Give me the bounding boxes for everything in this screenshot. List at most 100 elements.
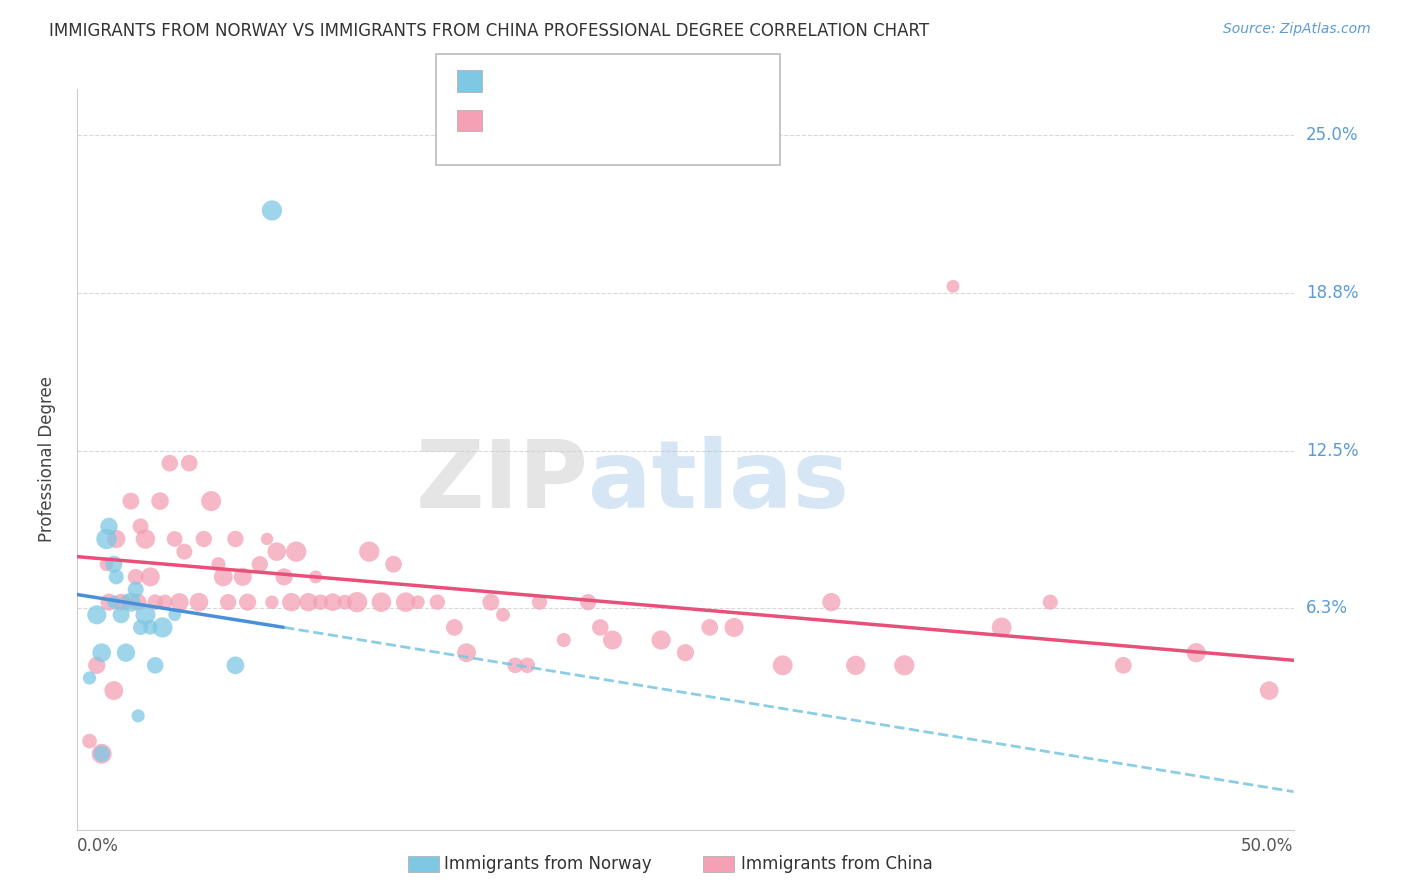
Point [370,595,392,609]
Point [90,747,112,761]
Point [322,595,344,609]
Point [103,558,125,572]
Point [260,595,283,609]
Point [675,646,697,660]
Point [553,633,575,648]
Point [212,570,235,584]
Point [443,620,465,634]
Point [297,595,319,609]
Text: -0.258: -0.258 [530,112,589,129]
Point [127,709,149,723]
Point [249,558,271,572]
Point [236,595,259,609]
Text: 25.0%: 25.0% [1306,126,1358,144]
Point [159,456,181,470]
Point [359,544,381,558]
Point [576,595,599,609]
Point [260,203,283,218]
Point [173,544,195,558]
Text: Immigrants from China: Immigrants from China [741,855,932,873]
Point [1185,646,1208,660]
Point [134,532,156,546]
Point [224,532,246,546]
Text: IMMIGRANTS FROM NORWAY VS IMMIGRANTS FROM CHINA PROFESSIONAL DEGREE CORRELATION : IMMIGRANTS FROM NORWAY VS IMMIGRANTS FRO… [49,22,929,40]
Point [395,595,418,609]
Point [256,532,278,546]
Point [479,595,502,609]
Point [125,570,148,584]
Point [134,607,156,622]
Text: atlas: atlas [588,435,849,527]
Point [333,595,356,609]
Point [110,595,132,609]
Point [139,620,162,634]
Point [105,570,128,584]
Point [143,595,166,609]
Point [723,620,745,634]
Text: 6.3%: 6.3% [1306,599,1348,617]
Point [120,595,142,609]
Point [266,544,288,558]
Point [96,558,118,572]
Point [115,646,138,660]
Point [86,607,108,622]
Point [1258,683,1281,698]
Text: R =: R = [491,72,527,90]
Point [942,279,965,293]
Point [129,519,152,533]
Point [382,558,405,572]
Point [110,607,132,622]
Point [589,620,612,634]
Point [79,671,101,685]
Point [115,595,138,609]
Point [163,607,186,622]
Point [200,494,222,508]
Text: R =: R = [491,112,527,129]
Point [406,595,429,609]
Y-axis label: Professional Degree: Professional Degree [38,376,56,542]
Point [232,570,254,584]
Point [79,734,101,748]
Point [492,607,515,622]
Text: Source: ZipAtlas.com: Source: ZipAtlas.com [1223,22,1371,37]
Point [96,532,118,546]
Text: ZIP: ZIP [415,435,588,527]
Text: 50.0%: 50.0% [1241,837,1294,855]
Point [152,620,174,634]
Point [90,646,112,660]
Point [97,595,120,609]
Point [224,658,246,673]
Point [193,532,215,546]
Point [103,683,125,698]
Point [179,456,201,470]
Point [772,658,794,673]
Text: 0.0%: 0.0% [77,837,120,855]
Text: 18.8%: 18.8% [1306,284,1358,301]
Point [105,532,128,546]
Point [129,620,152,634]
Point [153,595,176,609]
Point [529,595,551,609]
Point [305,570,328,584]
Point [426,595,449,609]
Point [650,633,672,648]
Point [188,595,211,609]
Point [97,519,120,533]
Point [602,633,624,648]
Point [309,595,332,609]
Point [103,595,125,609]
Point [217,595,239,609]
Point [143,658,166,673]
Point [127,595,149,609]
Point [207,558,229,572]
Point [893,658,915,673]
Point [990,620,1012,634]
Point [86,658,108,673]
Text: N = 22: N = 22 [591,72,659,90]
Text: -0.077: -0.077 [530,72,589,90]
Point [120,494,142,508]
Point [1039,595,1062,609]
Point [273,570,295,584]
Point [285,544,308,558]
Text: Immigrants from Norway: Immigrants from Norway [444,855,652,873]
